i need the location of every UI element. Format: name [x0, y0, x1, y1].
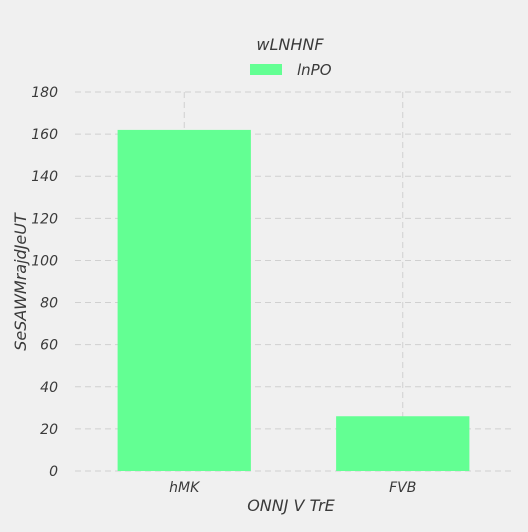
bar-hmk	[117, 129, 251, 471]
y-tick-label: 60	[40, 338, 58, 354]
y-tick-label: 160	[31, 127, 58, 143]
bars	[117, 129, 470, 471]
x-tick-labels: hMK FVB	[169, 480, 416, 496]
y-tick-labels: 0 20 40 60 80 100 120 140 160 180	[31, 85, 58, 480]
x-axis-title: ONNJ V TrE	[247, 496, 335, 515]
x-tick-label: FVB	[389, 480, 416, 496]
y-tick-label: 40	[40, 380, 58, 396]
y-tick-label: 180	[31, 85, 58, 101]
legend-swatch	[250, 64, 282, 75]
bar-fvb	[336, 416, 470, 471]
legend: lnPO	[250, 61, 332, 79]
y-tick-label: 80	[40, 296, 58, 312]
y-tick-label: 20	[40, 422, 58, 438]
y-tick-label: 140	[31, 169, 58, 185]
x-tick-label: hMK	[169, 480, 201, 496]
y-tick-label: 0	[49, 464, 58, 480]
legend-label: lnPO	[297, 61, 332, 79]
y-tick-label: 100	[31, 253, 58, 269]
y-axis-title: SeSAWMrajdJeUT	[11, 212, 30, 351]
y-tick-label: 120	[31, 211, 58, 227]
chart-title: wLNHNF	[256, 35, 324, 54]
